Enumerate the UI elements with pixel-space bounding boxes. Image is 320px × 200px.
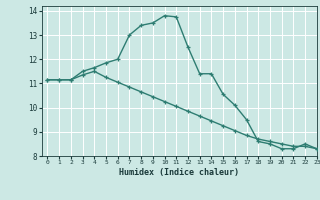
X-axis label: Humidex (Indice chaleur): Humidex (Indice chaleur): [119, 168, 239, 177]
